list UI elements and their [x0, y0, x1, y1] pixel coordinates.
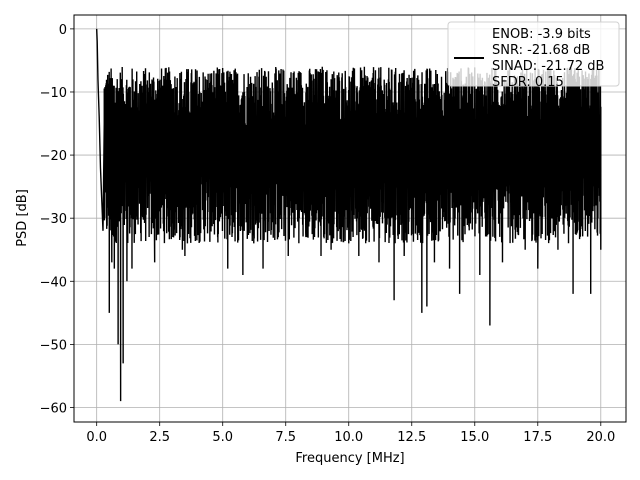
legend-line-snr: SNR: -21.68 dB: [492, 43, 590, 58]
x-tick-label: 10.0: [334, 430, 363, 445]
x-tick-label: 15.0: [460, 430, 489, 445]
legend-line-sinad: SINAD: -21.72 dB: [492, 59, 604, 74]
y-axis-ticks: 0 −10 −20 −30 −40 −50 −60: [40, 23, 74, 416]
x-tick-label: 0.0: [86, 430, 107, 445]
x-tick-label: 5.0: [212, 430, 233, 445]
plot-area: [95, 28, 602, 402]
legend-box: [447, 21, 620, 87]
x-tick-label: 2.5: [149, 430, 170, 445]
y-tick-label: 0: [59, 23, 67, 38]
x-tick-label: 12.5: [397, 430, 426, 445]
legend-line-enob: ENOB: -3.9 bits: [492, 27, 591, 42]
y-tick-label: −40: [40, 275, 67, 290]
y-tick-label: −50: [40, 338, 67, 353]
legend: ENOB: -3.9 bits SNR: -21.68 dB SINAD: -2…: [447, 21, 620, 90]
y-axis-label: PSD [dB]: [15, 189, 30, 247]
y-tick-label: −60: [40, 401, 67, 416]
x-tick-label: 7.5: [275, 430, 296, 445]
legend-line-sfdr: SFDR: 0.15: [492, 75, 564, 90]
x-axis-ticks: 0.0 2.5 5.0 7.5 10.0 12.5 15.0 17.5 20.0: [86, 422, 615, 445]
psd-series-line: [95, 28, 602, 402]
x-axis-label: Frequency [MHz]: [295, 451, 404, 466]
series-layer: [95, 28, 602, 402]
y-tick-label: −20: [40, 149, 67, 164]
x-tick-label: 17.5: [523, 430, 552, 445]
x-tick-label: 20.0: [586, 430, 615, 445]
y-tick-label: −10: [40, 86, 67, 101]
y-tick-label: −30: [40, 212, 67, 227]
